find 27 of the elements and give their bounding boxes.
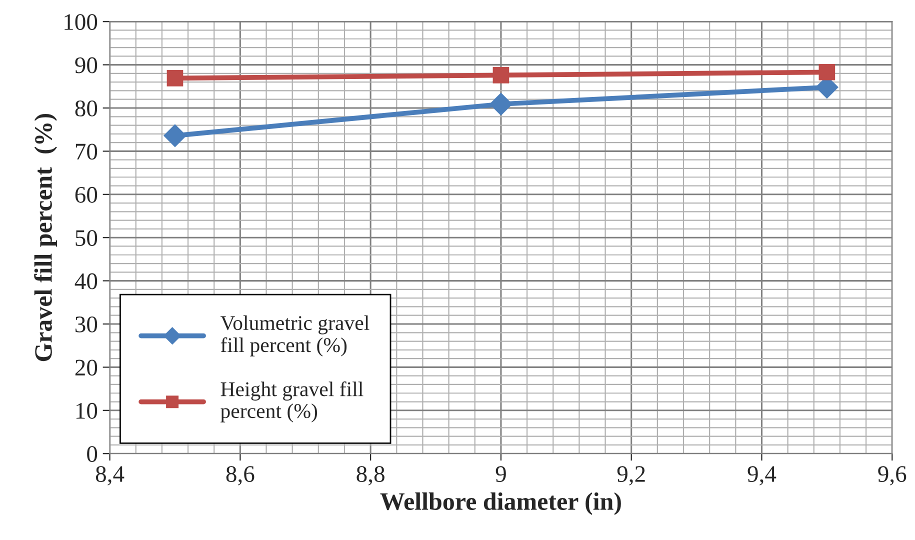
x-tick-label: 8,8: [356, 466, 384, 486]
x-axis-title: Wellbore diameter (in): [380, 492, 621, 516]
y-tick-label: 60: [75, 186, 98, 203]
point: [818, 64, 836, 80]
y-tick-label: 100: [64, 14, 98, 30]
y-axis-title: Gravel fill percent (%): [34, 114, 58, 362]
legend-label: Volumetric gravel fill percent (%): [220, 315, 370, 356]
x-tick-label: 9: [496, 466, 506, 482]
point: [492, 67, 510, 84]
y-tick-label: 80: [75, 100, 98, 116]
point: [164, 124, 186, 147]
y-tick-label: 20: [75, 360, 98, 376]
point: [490, 92, 512, 116]
y-tick-label: 30: [76, 316, 98, 332]
y-tick-label: 0: [87, 446, 98, 462]
y-tick-label: 40: [74, 273, 98, 290]
x-tick-label: 9,6: [878, 466, 906, 486]
x-tick-label: 8,4: [96, 466, 124, 486]
x-tick-label: 9,4: [748, 466, 776, 486]
point: [166, 70, 184, 86]
y-tick-label: 10: [76, 402, 98, 419]
y-tick-label: 90: [75, 57, 98, 74]
y-tick-label: 50: [76, 230, 98, 246]
legend-label: Height gravel fill percent (%): [220, 381, 364, 422]
x-tick-label: 8,6: [226, 466, 254, 486]
y-tick-label: 70: [76, 144, 98, 160]
x-tick-label: 9,2: [617, 466, 645, 486]
